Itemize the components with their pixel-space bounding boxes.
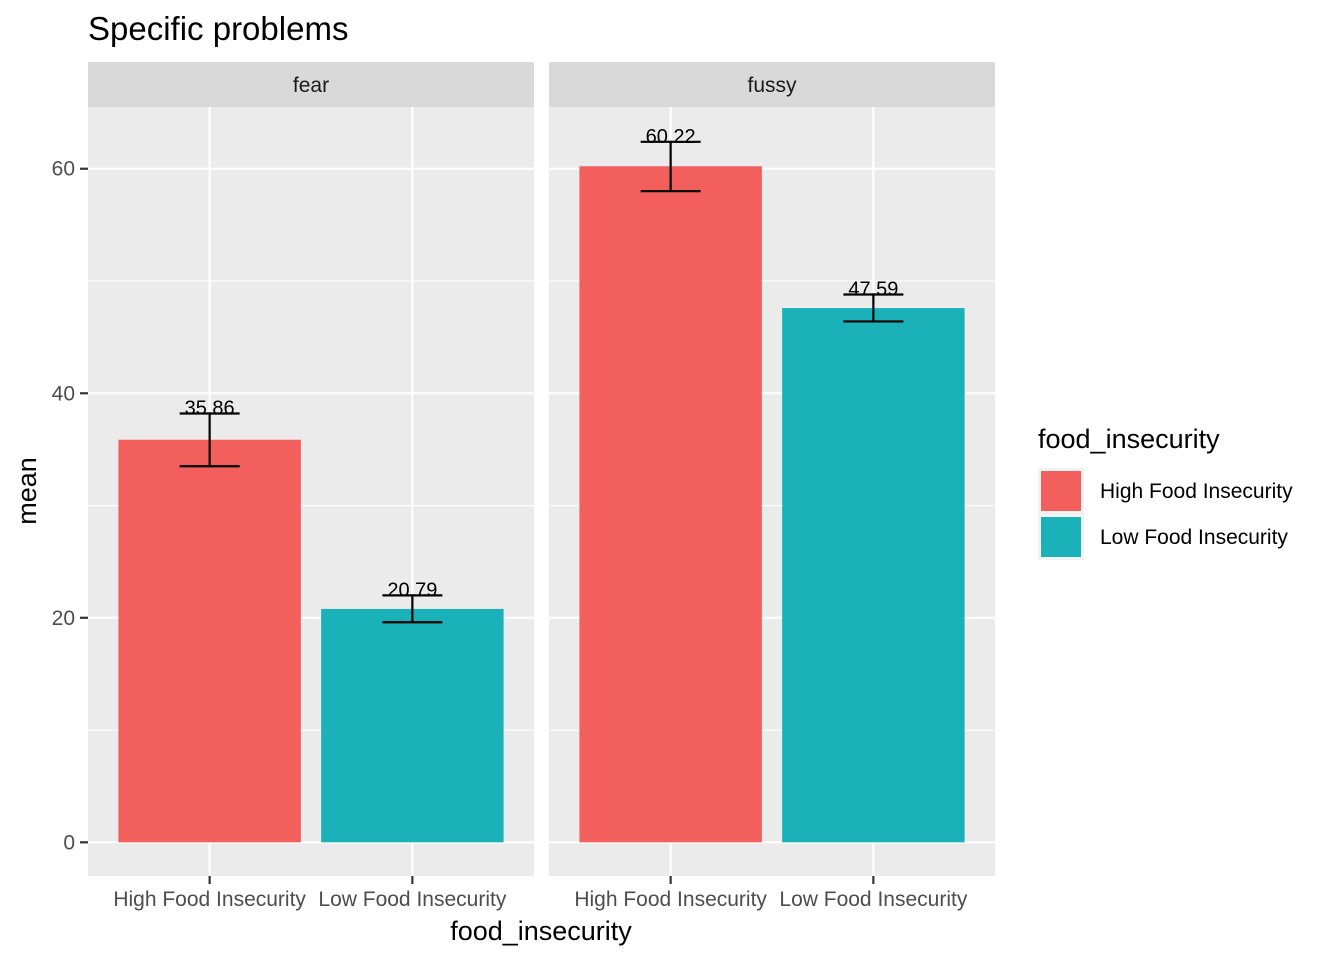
data-label: 20.79 [387,579,437,601]
facet-panel-fussy: fussy 60.22 47.59 High Food Insecurity Low F… [549,62,995,911]
legend-label: High Food Insecurity [1100,480,1293,503]
bar [782,308,965,843]
chart-title: Specific problems [88,10,348,47]
legend: food_insecurity High Food Insecurity Low … [1038,424,1293,560]
y-axis-title: mean [12,457,42,525]
legend-swatch [1041,471,1081,511]
facet-strip [549,62,995,107]
facet-panel-fear: fear 35.86 20.79 High Food Insecurity Low Fo… [88,62,534,911]
bar [118,439,301,843]
y-tick-label: 20 [52,607,75,630]
y-tick-label: 0 [63,831,75,854]
legend-swatch [1041,517,1081,557]
x-tick-label: High Food Insecurity [113,888,306,911]
data-label: 47.59 [848,278,898,300]
bar [321,608,504,843]
x-tick-label: High Food Insecurity [574,888,767,911]
x-tick-label: Low Food Insecurity [318,888,506,911]
legend-label: Low Food Insecurity [1100,526,1288,549]
x-axis-title: food_insecurity [450,916,632,946]
facet-strip-label: fear [293,74,329,97]
legend-items: High Food Insecurity Low Food Insecurity [1038,468,1293,560]
y-tick-label: 40 [52,382,75,405]
facet-panels: fear 35.86 20.79 High Food Insecurity Low Fo… [52,62,995,911]
bar [579,166,762,843]
facet-strip [88,62,534,107]
y-tick-label: 60 [52,158,75,181]
facet-strip-label: fussy [747,74,797,97]
data-label: 35.86 [185,397,235,419]
data-label: 60.22 [646,126,696,148]
x-tick-label: Low Food Insecurity [779,888,967,911]
legend-title: food_insecurity [1038,424,1220,454]
